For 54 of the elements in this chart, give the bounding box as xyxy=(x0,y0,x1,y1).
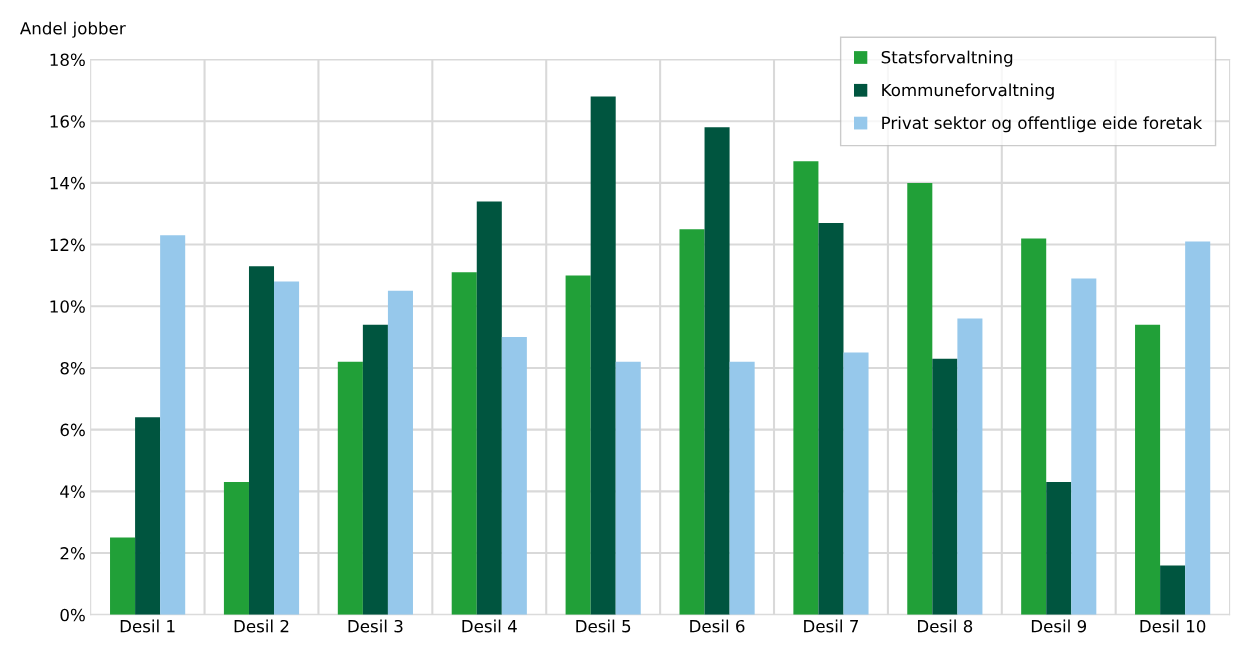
y-tick-label: 14% xyxy=(50,176,85,190)
x-tick-label: Desil 2 xyxy=(234,619,289,633)
x-tick-label: Desil 1 xyxy=(120,619,175,633)
legend-label: Statsforvaltning xyxy=(881,50,1013,67)
y-tick-label: 16% xyxy=(50,115,85,128)
y-tick-label: 4% xyxy=(60,485,85,498)
bar xyxy=(729,361,755,615)
bar xyxy=(223,482,249,615)
x-tick-label: Desil 5 xyxy=(576,619,631,633)
y-tick-label: 0% xyxy=(60,608,85,622)
x-tick-label: Desil 6 xyxy=(690,619,745,633)
bar xyxy=(160,235,186,615)
bar xyxy=(590,96,616,615)
bar xyxy=(793,161,819,615)
x-tick-label: Desil 9 xyxy=(1031,619,1087,633)
bar xyxy=(110,537,136,615)
bar xyxy=(1021,238,1047,615)
bar xyxy=(135,417,161,615)
bar xyxy=(1185,241,1211,615)
bar xyxy=(501,337,527,615)
bar xyxy=(565,275,591,615)
bar xyxy=(1160,565,1186,615)
x-tick-label: Desil 4 xyxy=(462,619,517,633)
bar xyxy=(907,182,933,615)
bar xyxy=(1046,482,1072,615)
bar xyxy=(679,229,705,615)
bar xyxy=(337,361,363,615)
legend-label: Kommuneforvaltning xyxy=(882,83,1054,100)
y-tick-label: 18% xyxy=(50,53,85,67)
legend-label: Privat sektor og offentlige eide foretak xyxy=(882,116,1203,133)
x-tick-label: Desil 7 xyxy=(804,619,858,633)
bar xyxy=(451,272,477,615)
bar xyxy=(274,281,300,615)
bar xyxy=(818,222,844,615)
bar xyxy=(476,201,502,615)
bar xyxy=(1135,324,1161,615)
bar xyxy=(843,352,869,615)
bar xyxy=(957,318,983,615)
bar xyxy=(387,290,413,615)
x-tick-label: Desil 8 xyxy=(918,619,973,633)
bar xyxy=(932,358,958,615)
y-tick-label: 8% xyxy=(60,361,85,375)
y-tick-label: 12% xyxy=(50,238,85,252)
y-tick-label: 6% xyxy=(60,423,85,437)
y-axis-title: Andel jobber xyxy=(20,21,126,38)
x-tick-label: Desil 10 xyxy=(1140,619,1206,633)
bar xyxy=(704,127,730,615)
bar xyxy=(615,361,641,615)
y-tick-label: 2% xyxy=(60,547,85,560)
y-tick-label: 10% xyxy=(50,300,85,313)
bar xyxy=(248,266,275,615)
x-tick-label: Desil 3 xyxy=(348,619,403,633)
bar xyxy=(362,324,388,615)
bar xyxy=(1071,278,1097,615)
